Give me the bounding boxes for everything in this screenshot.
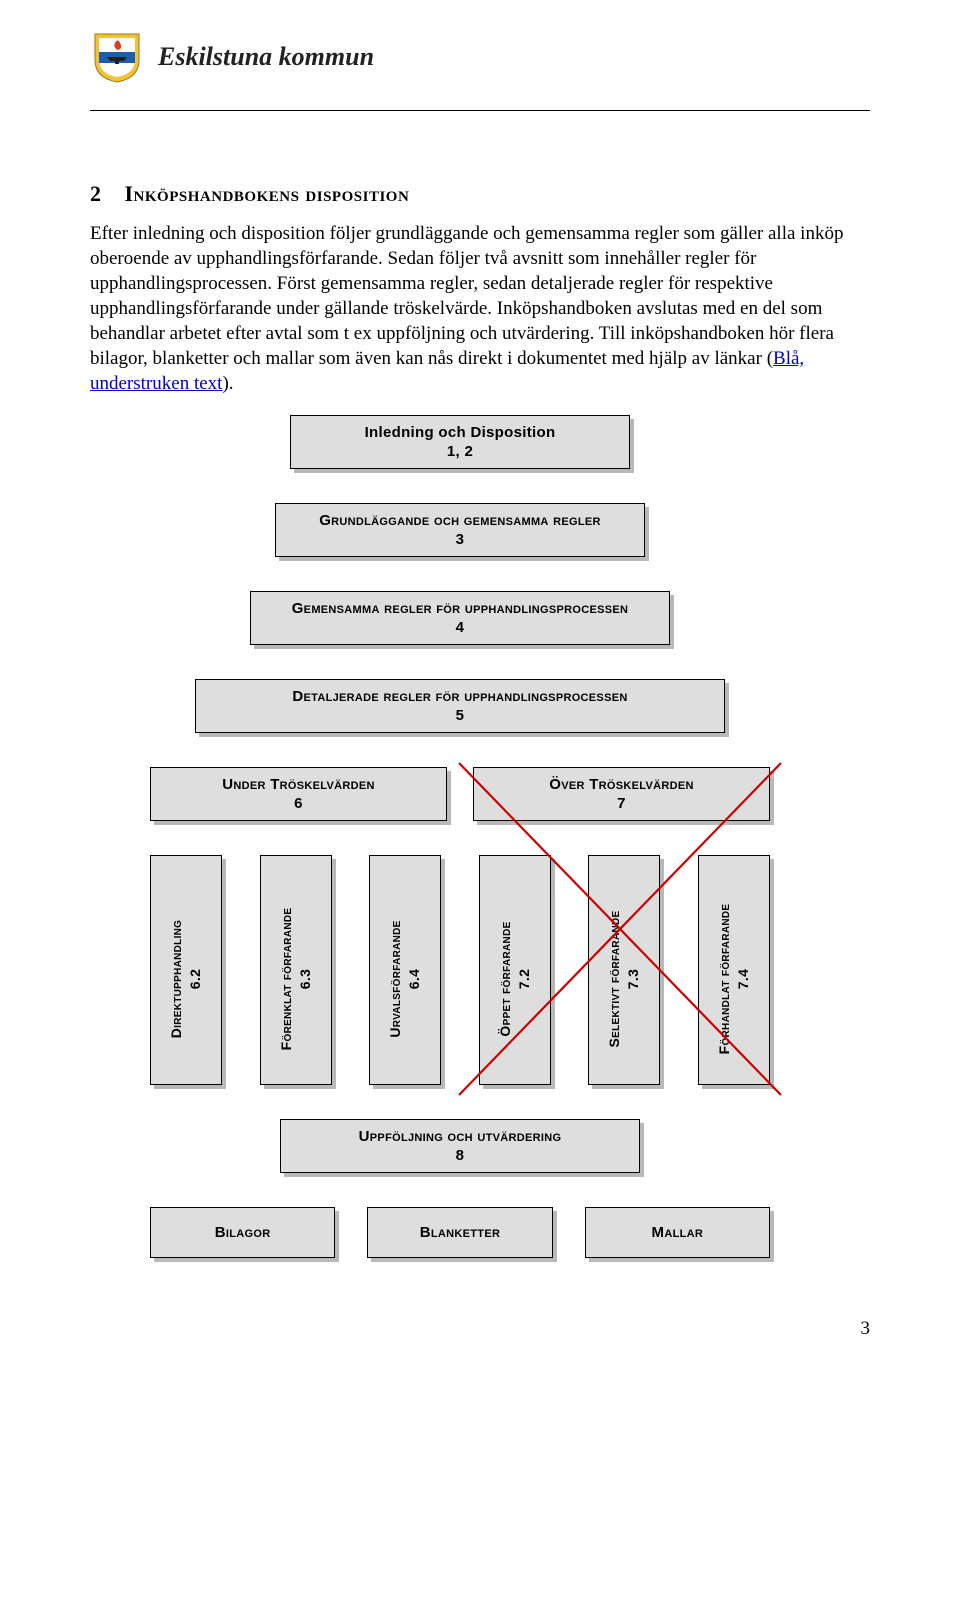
- box-under-troskel: Under Tröskelvärden 6: [150, 767, 447, 821]
- disposition-diagram: Inledning och Disposition 1, 2 Grundlägg…: [150, 415, 770, 1258]
- box-blanketter: Blanketter: [367, 1207, 552, 1258]
- box-uppfoljning: Uppföljning och utvärdering 8: [280, 1119, 640, 1173]
- vbox-urvals: Urvalsförfarande6.4: [369, 855, 441, 1085]
- box-inledning: Inledning och Disposition 1, 2: [290, 415, 630, 469]
- box-bilagor: Bilagor: [150, 1207, 335, 1258]
- box-grundlaggande: Grundläggande och gemensamma regler 3: [275, 503, 645, 557]
- vbox-direktupphandling: Direktupphandling6.2: [150, 855, 222, 1085]
- box-detaljerade: Detaljerade regler för upphandlingsproce…: [195, 679, 725, 733]
- box-mallar: Mallar: [585, 1207, 770, 1258]
- org-name: Eskilstuna kommun: [158, 42, 374, 72]
- vbox-selektivt: Selektivt förfarande7.3: [588, 855, 660, 1085]
- vbox-oppet: Öppet förfarande7.2: [479, 855, 551, 1085]
- section-number: 2: [90, 181, 101, 206]
- municipal-logo: [90, 30, 144, 84]
- doc-header: Eskilstuna kommun: [90, 30, 870, 96]
- section-title: Inköpshandbokens disposition: [125, 181, 410, 206]
- row-forfaranden: Direktupphandling6.2 Förenklat förfarand…: [150, 855, 770, 1085]
- page-number: 3: [90, 1318, 870, 1340]
- intro-paragraph: Efter inledning och disposition följer g…: [90, 221, 870, 397]
- vbox-forenklat: Förenklat förfarande6.3: [260, 855, 332, 1085]
- paragraph-text: Efter inledning och disposition följer g…: [90, 223, 843, 369]
- box-over-troskel: Över Tröskelvärden 7: [473, 767, 770, 821]
- box-gemensamma: Gemensamma regler för upphandlingsproces…: [250, 591, 670, 645]
- paragraph-text-tail: ).: [222, 373, 233, 394]
- header-rule: [90, 110, 870, 111]
- section-heading: 2 Inköpshandbokens disposition: [90, 181, 870, 207]
- vbox-forhandlat: Förhandlat förfarande7.4: [698, 855, 770, 1085]
